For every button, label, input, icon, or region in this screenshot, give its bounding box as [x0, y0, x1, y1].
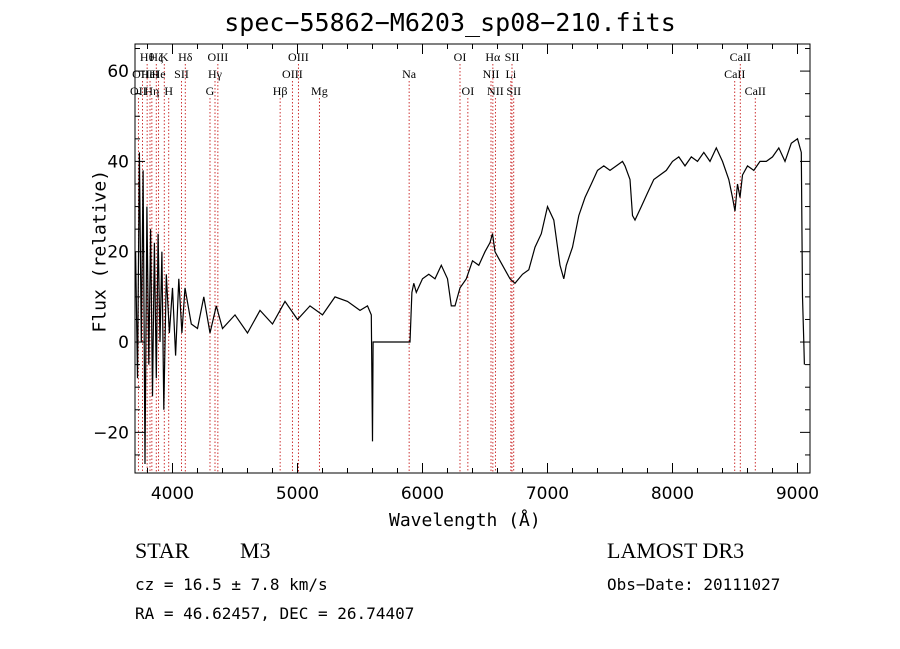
y-tick-label: 20	[107, 243, 129, 263]
chart-title: spec−55862−M6203_sp08−210.fits	[224, 8, 676, 37]
x-tick-label: 6000	[401, 484, 444, 504]
line-label: CaII	[730, 50, 751, 64]
line-label: OI	[462, 84, 475, 98]
observation-date: Obs−Date: 20111027	[607, 575, 781, 594]
line-label: OI	[454, 50, 467, 64]
coordinates: RA = 46.62457, DEC = 26.74407	[135, 604, 415, 623]
x-axis-label: Wavelength (Å)	[389, 510, 541, 531]
line-label: Hδ	[178, 50, 193, 64]
plot-frame	[134, 43, 811, 474]
line-label: Hζ	[149, 50, 163, 64]
redshift-velocity: cz = 16.5 ± 7.8 km/s	[135, 575, 328, 594]
line-label: CaII	[745, 84, 766, 98]
y-axis-label: Flux (relative)	[89, 169, 111, 333]
line-label: NII	[487, 84, 504, 98]
line-label: Mg	[311, 84, 328, 98]
flux-series-line	[135, 137, 805, 465]
line-label: SII	[174, 67, 189, 81]
line-label: K	[160, 50, 169, 64]
emission-line-markers	[137, 64, 756, 473]
line-label: CaII	[724, 67, 745, 81]
line-label: Hγ	[208, 67, 223, 81]
x-tick-label: 4000	[151, 484, 194, 504]
line-label: OIII	[282, 67, 303, 81]
line-label: Na	[402, 67, 417, 81]
x-tick-label: 5000	[276, 484, 319, 504]
line-label: Hη	[144, 84, 159, 98]
line-label: SII	[506, 84, 521, 98]
line-label: Hα	[485, 50, 501, 64]
object-type: STAR	[135, 538, 190, 563]
x-tick-label: 7000	[526, 484, 569, 504]
line-label: Hβ	[273, 84, 288, 98]
x-tick-label: 9000	[776, 484, 819, 504]
line-label: Hθ	[140, 50, 155, 64]
y-tick-label: 40	[107, 152, 129, 172]
x-tick-label: 8000	[651, 484, 694, 504]
line-label: OIII	[288, 50, 309, 64]
line-label: Li	[506, 67, 517, 81]
object-subclass: M3	[240, 538, 271, 563]
axis-ticks: 4000 5000 6000 7000 8000 9000 −20 0 20 40 60	[93, 44, 819, 504]
line-label: OIII	[208, 50, 229, 64]
plot-axes	[134, 43, 811, 474]
y-tick-label: 0	[118, 333, 129, 353]
line-label: NII	[483, 67, 500, 81]
line-label: G	[206, 84, 215, 98]
line-label: He	[152, 67, 166, 81]
line-label: HeI	[141, 67, 159, 81]
line-label: SII	[505, 50, 520, 64]
y-tick-label: 60	[107, 62, 129, 82]
y-tick-label: −20	[93, 423, 129, 443]
line-label: OII	[130, 84, 147, 98]
line-label: OIII	[132, 67, 153, 81]
line-label: H	[164, 84, 173, 98]
line-labels: OIIOIIIHθHeIHηHζHeKHSIIHδGHγOIIIHβOIIIOI…	[130, 50, 766, 98]
survey-name: LAMOST DR3	[607, 538, 745, 563]
